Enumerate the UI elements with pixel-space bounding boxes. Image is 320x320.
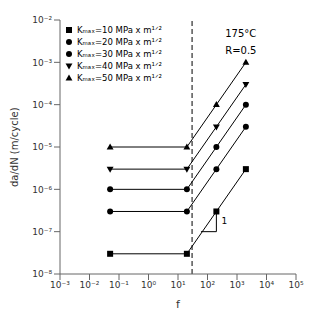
svg-text:10⁻⁶: 10⁻⁶ (32, 185, 52, 195)
svg-text:10⁴: 10⁴ (259, 280, 274, 290)
svg-text:10¹: 10¹ (170, 280, 185, 290)
svg-text:10²: 10² (200, 280, 215, 290)
svg-text:10⁻³: 10⁻³ (50, 280, 70, 290)
svg-text:10⁵: 10⁵ (288, 280, 303, 290)
svg-text:10⁻¹: 10⁻¹ (109, 280, 129, 290)
html-text:Kₘₐₓ=50 MPa x m¹ᐟ²: Kₘₐₓ=50 MPa x m¹ᐟ² (77, 73, 162, 83)
svg-text:10⁻³: 10⁻³ (32, 58, 52, 68)
svg-text:10⁻⁴: 10⁻⁴ (32, 100, 52, 110)
html-text:Kₘₐₓ=20 MPa x m¹ᐟ²: Kₘₐₓ=20 MPa x m¹ᐟ² (77, 37, 162, 47)
html-text:R=0.5: R=0.5 (225, 45, 257, 57)
svg-text:10⁻⁷: 10⁻⁷ (32, 227, 52, 237)
svg-text:10⁰: 10⁰ (141, 280, 156, 290)
svg-text:10⁻⁸: 10⁻⁸ (32, 269, 52, 279)
html-text:Kₘₐₓ=40 MPa x m¹ᐟ²: Kₘₐₓ=40 MPa x m¹ᐟ² (77, 61, 162, 71)
html-text:Kₘₐₓ=30 MPa x m¹ᐟ²: Kₘₐₓ=30 MPa x m¹ᐟ² (77, 49, 162, 59)
svg-text:10⁻²: 10⁻² (80, 280, 100, 290)
svg-text:da/dN (m/cycle): da/dN (m/cycle) (9, 107, 20, 187)
svg-text:10⁻⁵: 10⁻⁵ (32, 142, 52, 152)
html-text:175°C: 175°C (225, 27, 257, 39)
svg-text:10³: 10³ (229, 280, 244, 290)
svg-text:1: 1 (221, 216, 227, 226)
svg-text:10⁻²: 10⁻² (32, 15, 52, 25)
html-text:Kₘₐₓ=10 MPa x m¹ᐟ²: Kₘₐₓ=10 MPa x m¹ᐟ² (77, 25, 162, 35)
svg-text:f: f (176, 298, 181, 311)
